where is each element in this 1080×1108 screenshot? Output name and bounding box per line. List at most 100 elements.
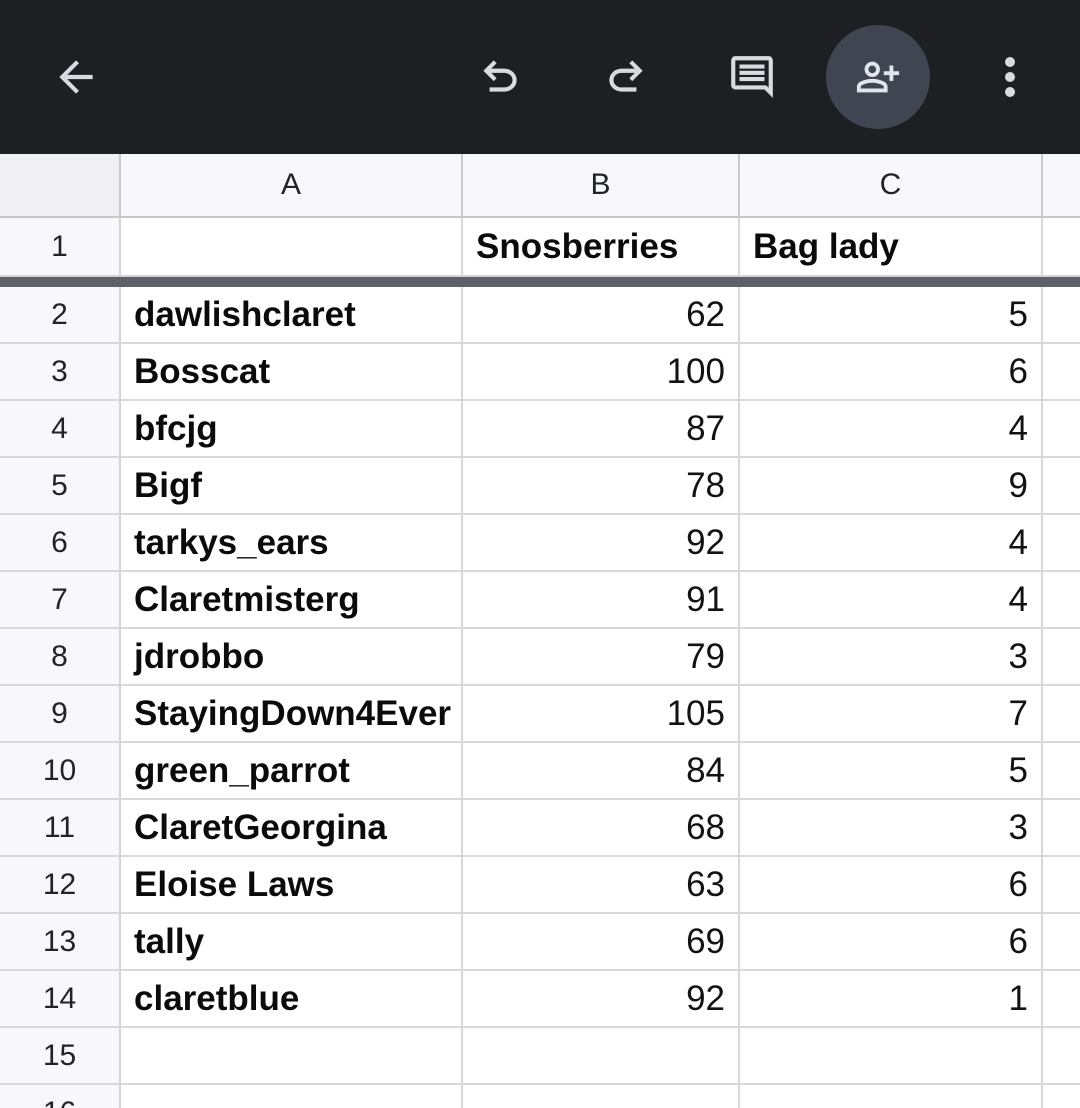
cell-a[interactable]: tally (121, 914, 463, 971)
cell-c[interactable]: 6 (740, 914, 1043, 971)
table-row-13: 13 tally 69 6 (0, 914, 1080, 971)
cell-b[interactable]: 62 (463, 287, 740, 344)
row-number-cell[interactable]: 11 (0, 800, 121, 857)
row-number-cell[interactable]: 13 (0, 914, 121, 971)
cell-a[interactable]: green_parrot (121, 743, 463, 800)
cell-b[interactable]: 69 (463, 914, 740, 971)
cell-b[interactable]: 78 (463, 458, 740, 515)
table-row-6: 6 tarkys_ears 92 4 (0, 515, 1080, 572)
row-number-cell[interactable]: 2 (0, 287, 121, 344)
cell-b[interactable]: 91 (463, 572, 740, 629)
cell-c[interactable]: 6 (740, 344, 1043, 401)
cell-d-partial[interactable] (1043, 800, 1080, 857)
row-number-cell[interactable]: 1 (0, 218, 121, 275)
cell-c[interactable]: 3 (740, 800, 1043, 857)
cell-d-partial[interactable] (1043, 515, 1080, 572)
cell-a[interactable] (121, 1028, 463, 1085)
cell-b[interactable]: 92 (463, 515, 740, 572)
table-row-3: 3 Bosscat 100 6 (0, 344, 1080, 401)
row-number-cell[interactable]: 7 (0, 572, 121, 629)
more-options-button[interactable] (980, 47, 1040, 107)
cell-d-partial[interactable] (1043, 1028, 1080, 1085)
cell-d-partial[interactable] (1043, 971, 1080, 1028)
table-row-4: 4 bfcjg 87 4 (0, 401, 1080, 458)
cell-b[interactable]: 63 (463, 857, 740, 914)
row-number-cell[interactable]: 15 (0, 1028, 121, 1085)
table-row-15: 15 (0, 1028, 1080, 1085)
cell-d-partial[interactable] (1043, 287, 1080, 344)
row-number-cell[interactable]: 6 (0, 515, 121, 572)
cell-a[interactable] (121, 1085, 463, 1108)
cell-b[interactable] (463, 1028, 740, 1085)
cell-a[interactable]: dawlishclaret (121, 287, 463, 344)
cell-a1[interactable] (121, 218, 463, 275)
row-number-cell[interactable]: 4 (0, 401, 121, 458)
cell-c[interactable] (740, 1085, 1043, 1108)
cell-c[interactable]: 5 (740, 287, 1043, 344)
cell-d-partial[interactable] (1043, 401, 1080, 458)
cell-b[interactable] (463, 1085, 740, 1108)
column-letter: C (879, 168, 902, 201)
row-number-cell[interactable]: 5 (0, 458, 121, 515)
cell-d-partial[interactable] (1043, 629, 1080, 686)
cell-b[interactable]: 68 (463, 800, 740, 857)
row-number-cell[interactable]: 16 (0, 1085, 121, 1108)
column-header-a[interactable]: A (121, 154, 463, 216)
cell-a[interactable]: claretblue (121, 971, 463, 1028)
cell-d-partial[interactable] (1043, 686, 1080, 743)
cell-d-partial[interactable] (1043, 743, 1080, 800)
cell-c[interactable]: 4 (740, 572, 1043, 629)
column-header-c[interactable]: C (740, 154, 1043, 216)
row-number-cell[interactable]: 9 (0, 686, 121, 743)
cell-b[interactable]: 105 (463, 686, 740, 743)
cell-d-partial[interactable] (1043, 344, 1080, 401)
cell-c[interactable]: 3 (740, 629, 1043, 686)
cell-c[interactable]: 9 (740, 458, 1043, 515)
cell-b[interactable]: 79 (463, 629, 740, 686)
cell-c[interactable]: 4 (740, 515, 1043, 572)
row-number-cell[interactable]: 14 (0, 971, 121, 1028)
cell-c[interactable]: 5 (740, 743, 1043, 800)
cell-a[interactable]: tarkys_ears (121, 515, 463, 572)
person-add-icon (856, 61, 900, 93)
column-header-d-partial[interactable] (1043, 154, 1080, 216)
cell-b[interactable]: 92 (463, 971, 740, 1028)
cell-d1-partial[interactable] (1043, 218, 1080, 275)
back-button[interactable] (51, 52, 101, 102)
cell-c1[interactable]: Bag lady (740, 218, 1043, 275)
cell-c[interactable]: 7 (740, 686, 1043, 743)
undo-button[interactable] (475, 52, 525, 102)
row-number-cell[interactable]: 10 (0, 743, 121, 800)
redo-button[interactable] (601, 52, 651, 102)
comment-button[interactable] (727, 52, 777, 102)
row-number-cell[interactable]: 12 (0, 857, 121, 914)
cell-a[interactable]: Bigf (121, 458, 463, 515)
cell-b1[interactable]: Snosberries (463, 218, 740, 275)
share-button[interactable] (826, 25, 930, 129)
column-header-b[interactable]: B (463, 154, 740, 216)
cell-d-partial[interactable] (1043, 914, 1080, 971)
cell-c[interactable]: 6 (740, 857, 1043, 914)
cell-a[interactable]: bfcjg (121, 401, 463, 458)
cell-c[interactable]: 1 (740, 971, 1043, 1028)
cell-a[interactable]: Eloise Laws (121, 857, 463, 914)
cell-a[interactable]: ClaretGeorgina (121, 800, 463, 857)
cell-a[interactable]: StayingDown4Ever (121, 686, 463, 743)
cell-b[interactable]: 100 (463, 344, 740, 401)
cell-c[interactable]: 4 (740, 401, 1043, 458)
cell-c[interactable] (740, 1028, 1043, 1085)
row-number-cell[interactable]: 3 (0, 344, 121, 401)
cell-a[interactable]: jdrobbo (121, 629, 463, 686)
cell-b[interactable]: 87 (463, 401, 740, 458)
more-vert-icon (1005, 57, 1015, 97)
spreadsheet-grid: A B C 1 Snosberries Bag lady 2 dawlishcl… (0, 154, 1080, 1108)
cell-b[interactable]: 84 (463, 743, 740, 800)
cell-a[interactable]: Bosscat (121, 344, 463, 401)
cell-d-partial[interactable] (1043, 857, 1080, 914)
row-number-cell[interactable]: 8 (0, 629, 121, 686)
cell-d-partial[interactable] (1043, 572, 1080, 629)
cell-d-partial[interactable] (1043, 458, 1080, 515)
corner-cell[interactable] (0, 154, 121, 216)
cell-d-partial[interactable] (1043, 1085, 1080, 1108)
cell-a[interactable]: Claretmisterg (121, 572, 463, 629)
